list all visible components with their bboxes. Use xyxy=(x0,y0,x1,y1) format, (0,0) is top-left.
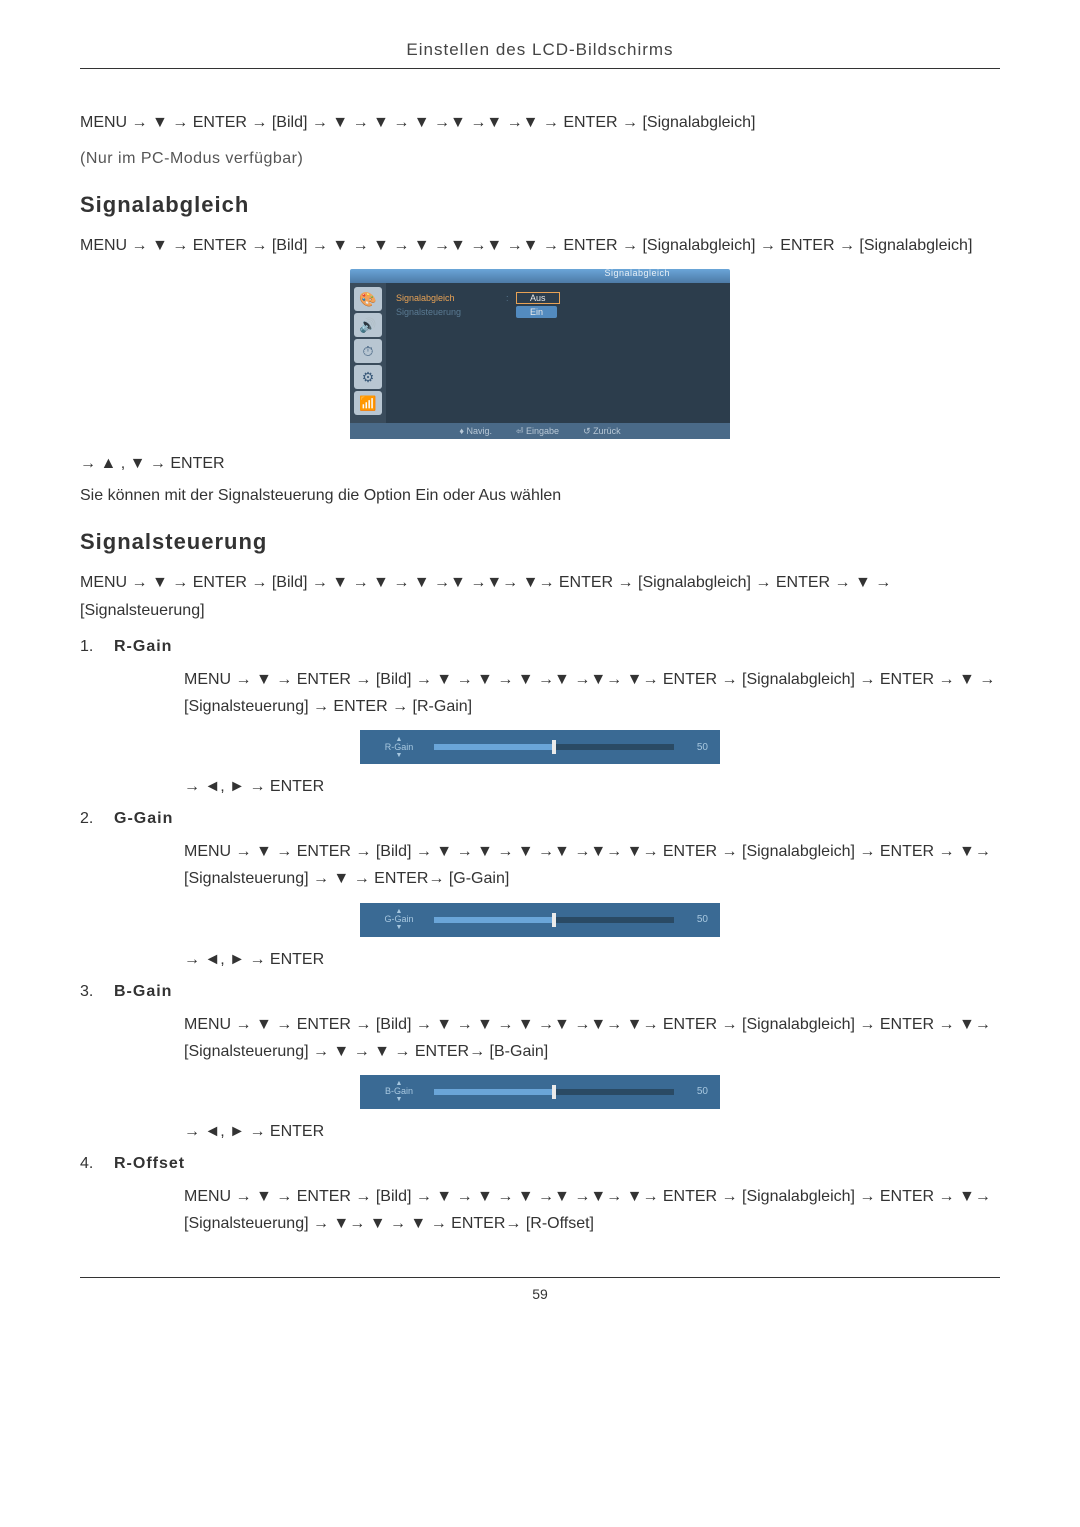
osd-icon-2: ⏱ xyxy=(354,339,382,363)
osd-row0-colon: : xyxy=(506,293,516,303)
osd-row0-val: Aus xyxy=(516,292,560,304)
item1-slider: ▲ R-Gain ▼ 50 xyxy=(360,730,720,764)
item2-num: 2. xyxy=(80,810,100,828)
osd-footer: ♦ Navig. ⏎ Eingabe ↺ Zurück xyxy=(350,423,730,439)
item4-header: 4. R-Offset xyxy=(80,1155,1000,1173)
section1-heading: Signalabgleich xyxy=(80,192,1000,218)
osd-row1-val: Ein xyxy=(516,306,557,318)
item3-slider-fill xyxy=(434,1089,554,1095)
item2-slider-label-wrap: ▲ G-Gain ▼ xyxy=(372,908,426,931)
item3-num: 3. xyxy=(80,983,100,1001)
page-number: 59 xyxy=(80,1277,1000,1302)
section1-arrow: → ▲ , ▼ → ENTER xyxy=(80,455,1000,473)
item1-slider-label-wrap: ▲ R-Gain ▼ xyxy=(372,736,426,759)
down-tri-icon: ▼ xyxy=(396,752,403,759)
osd-footer-back: ↺ Zurück xyxy=(583,426,621,437)
intro-path: MENU → ▼ → ENTER → [Bild] → ▼ → ▼ → ▼ →▼… xyxy=(80,109,1000,136)
item2-title: G-Gain xyxy=(114,810,173,828)
section1-path: MENU → ▼ → ENTER → [Bild] → ▼ → ▼ → ▼ →▼… xyxy=(80,232,1000,259)
osd-content: Signalabgleich : Aus Signalsteuerung Ein xyxy=(386,283,730,423)
item3-arrow: → ◄, ► → ENTER xyxy=(184,1123,1000,1141)
item3-slider-label-wrap: ▲ B-Gain ▼ xyxy=(372,1080,426,1103)
item1-slider-fill xyxy=(434,744,554,750)
osd-top-label: Signalabgleich xyxy=(604,268,670,278)
item3-title: B-Gain xyxy=(114,983,172,1001)
osd-screenshot: Signalabgleich 🎨 🔊 ⏱ ⚙ 📶 Signalabgleich … xyxy=(350,269,730,439)
item1-num: 1. xyxy=(80,638,100,656)
item1-slider-label: R-Gain xyxy=(385,743,414,752)
item3-path: MENU → ▼ → ENTER → [Bild] → ▼ → ▼ → ▼ →▼… xyxy=(184,1011,1000,1065)
osd-icon-3: ⚙ xyxy=(354,365,382,389)
item3-slider: ▲ B-Gain ▼ 50 xyxy=(360,1075,720,1109)
item4-path: MENU → ▼ → ENTER → [Bild] → ▼ → ▼ → ▼ →▼… xyxy=(184,1183,1000,1237)
item3-slider-track xyxy=(434,1089,674,1095)
section2-heading: Signalsteuerung xyxy=(80,529,1000,555)
osd-sidebar: 🎨 🔊 ⏱ ⚙ 📶 xyxy=(350,283,386,423)
item1-header: 1. R-Gain xyxy=(80,638,1000,656)
item2-slider-val: 50 xyxy=(682,914,708,925)
item1-slider-track xyxy=(434,744,674,750)
item1-title: R-Gain xyxy=(114,638,172,656)
item1-slider-val: 50 xyxy=(682,742,708,753)
osd-row1-label: Signalsteuerung xyxy=(396,307,506,317)
osd-icon-1: 🔊 xyxy=(354,313,382,337)
osd-row-1: Signalsteuerung Ein xyxy=(396,305,720,319)
item4-num: 4. xyxy=(80,1155,100,1173)
osd-footer-enter: ⏎ Eingabe xyxy=(516,426,559,437)
page-header: Einstellen des LCD-Bildschirms xyxy=(80,40,1000,69)
page: Einstellen des LCD-Bildschirms MENU → ▼ … xyxy=(0,0,1080,1362)
item2-slider-fill xyxy=(434,917,554,923)
osd-top-bar: Signalabgleich xyxy=(350,269,730,283)
osd-icon-0: 🎨 xyxy=(354,287,382,311)
section2-path: MENU → ▼ → ENTER → [Bild] → ▼ → ▼ → ▼ →▼… xyxy=(80,569,1000,623)
item3-slider-label: B-Gain xyxy=(385,1087,413,1096)
osd-body: 🎨 🔊 ⏱ ⚙ 📶 Signalabgleich : Aus Signalste… xyxy=(350,283,730,423)
item2-slider: ▲ G-Gain ▼ 50 xyxy=(360,903,720,937)
intro-note: (Nur im PC-Modus verfügbar) xyxy=(80,150,1000,168)
item2-header: 2. G-Gain xyxy=(80,810,1000,828)
item4-title: R-Offset xyxy=(114,1155,185,1173)
item1-path: MENU → ▼ → ENTER → [Bild] → ▼ → ▼ → ▼ →▼… xyxy=(184,666,1000,720)
item2-slider-thumb xyxy=(552,913,556,927)
item2-slider-track xyxy=(434,917,674,923)
item1-arrow: → ◄, ► → ENTER xyxy=(184,778,1000,796)
item2-path: MENU → ▼ → ENTER → [Bild] → ▼ → ▼ → ▼ →▼… xyxy=(184,838,1000,892)
down-tri-icon: ▼ xyxy=(396,924,403,931)
section1-desc: Sie können mit der Signalsteuerung die O… xyxy=(80,487,1000,505)
osd-footer-nav: ♦ Navig. xyxy=(459,426,492,436)
osd-row0-label: Signalabgleich xyxy=(396,293,506,303)
osd-row-0: Signalabgleich : Aus xyxy=(396,291,720,305)
item2-arrow: → ◄, ► → ENTER xyxy=(184,951,1000,969)
osd-icon-4: 📶 xyxy=(354,391,382,415)
item1-slider-thumb xyxy=(552,740,556,754)
down-tri-icon: ▼ xyxy=(396,1096,403,1103)
item3-slider-val: 50 xyxy=(682,1086,708,1097)
item3-slider-thumb xyxy=(552,1085,556,1099)
item3-header: 3. B-Gain xyxy=(80,983,1000,1001)
item2-slider-label: G-Gain xyxy=(384,915,413,924)
